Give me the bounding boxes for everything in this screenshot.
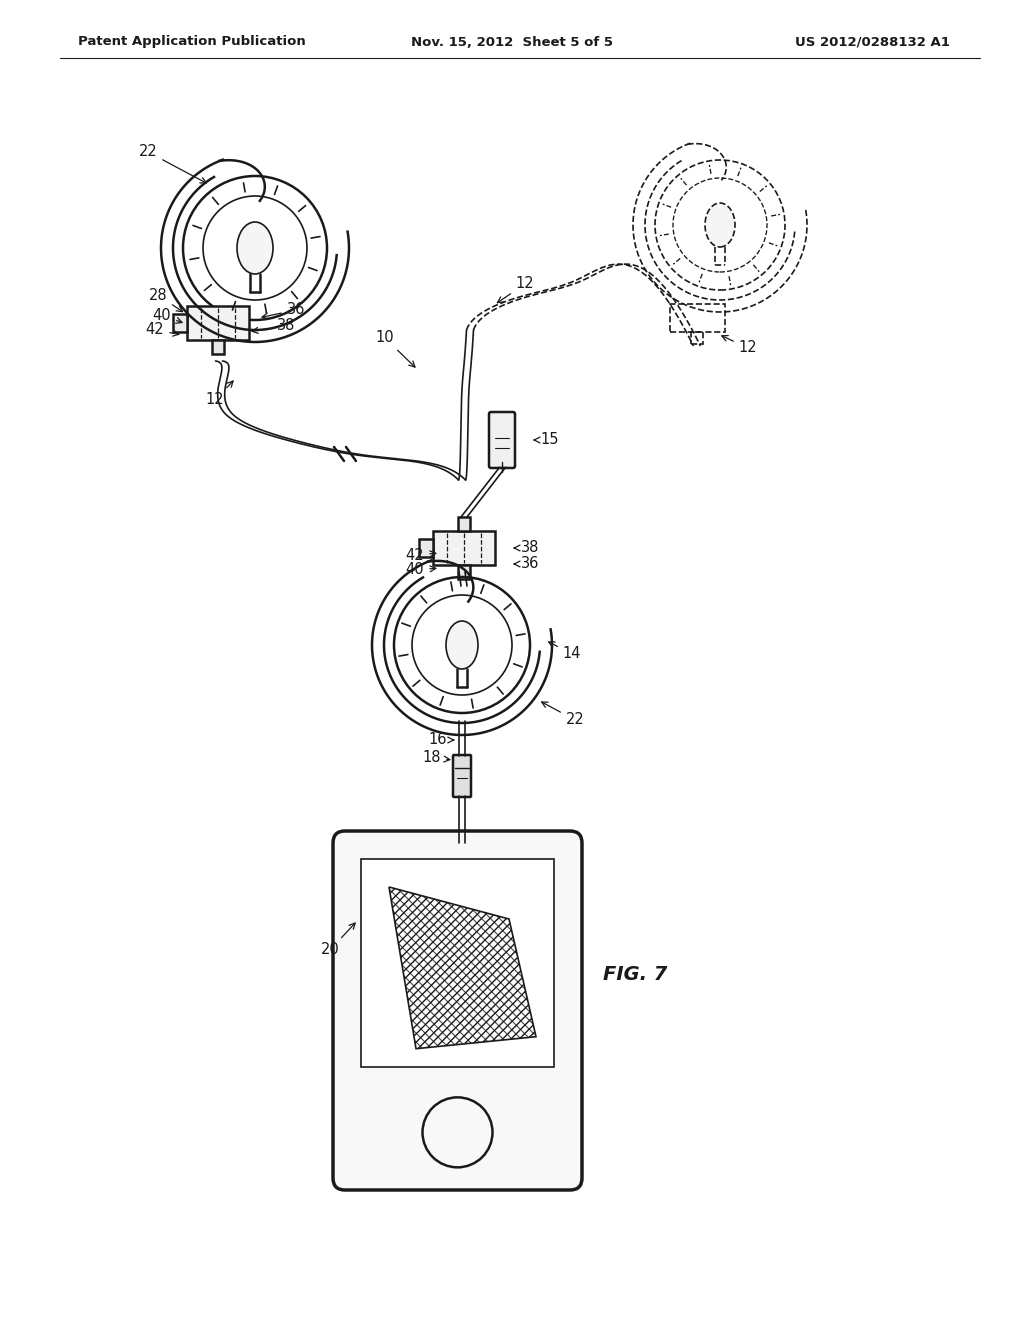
Text: 12: 12 bbox=[722, 335, 758, 355]
Ellipse shape bbox=[237, 222, 273, 275]
Text: 22: 22 bbox=[542, 702, 585, 727]
Text: 40: 40 bbox=[406, 562, 436, 578]
FancyBboxPatch shape bbox=[489, 412, 515, 469]
Text: 12: 12 bbox=[498, 276, 535, 302]
Text: 36: 36 bbox=[514, 557, 540, 572]
Bar bbox=[419, 539, 433, 557]
Bar bbox=[187, 306, 249, 341]
Text: 28: 28 bbox=[148, 288, 182, 312]
Text: 40: 40 bbox=[153, 308, 182, 323]
Bar bbox=[458, 565, 470, 579]
Text: 42: 42 bbox=[145, 322, 179, 338]
Bar bbox=[173, 314, 187, 333]
Text: 18: 18 bbox=[423, 751, 450, 766]
Ellipse shape bbox=[446, 620, 478, 669]
Text: 20: 20 bbox=[321, 923, 355, 957]
Bar bbox=[691, 333, 703, 345]
Text: 38: 38 bbox=[252, 318, 295, 334]
Text: 22: 22 bbox=[138, 144, 206, 183]
Text: 14: 14 bbox=[549, 642, 582, 661]
Text: 12: 12 bbox=[206, 381, 233, 408]
Text: 36: 36 bbox=[262, 302, 305, 319]
Text: Nov. 15, 2012  Sheet 5 of 5: Nov. 15, 2012 Sheet 5 of 5 bbox=[411, 36, 613, 49]
Text: 38: 38 bbox=[514, 540, 540, 556]
Bar bbox=[458, 517, 470, 531]
Bar bbox=[670, 304, 725, 333]
Bar bbox=[361, 859, 554, 1067]
Ellipse shape bbox=[705, 203, 735, 247]
Text: 16: 16 bbox=[429, 733, 454, 747]
Text: FIG. 7: FIG. 7 bbox=[603, 965, 668, 985]
Text: 42: 42 bbox=[406, 548, 436, 562]
FancyBboxPatch shape bbox=[333, 832, 582, 1191]
Text: 10: 10 bbox=[376, 330, 415, 367]
Bar bbox=[433, 531, 495, 565]
Text: US 2012/0288132 A1: US 2012/0288132 A1 bbox=[795, 36, 950, 49]
FancyBboxPatch shape bbox=[453, 755, 471, 797]
Bar bbox=[212, 341, 224, 354]
Text: Patent Application Publication: Patent Application Publication bbox=[78, 36, 306, 49]
Text: 15: 15 bbox=[535, 433, 559, 447]
